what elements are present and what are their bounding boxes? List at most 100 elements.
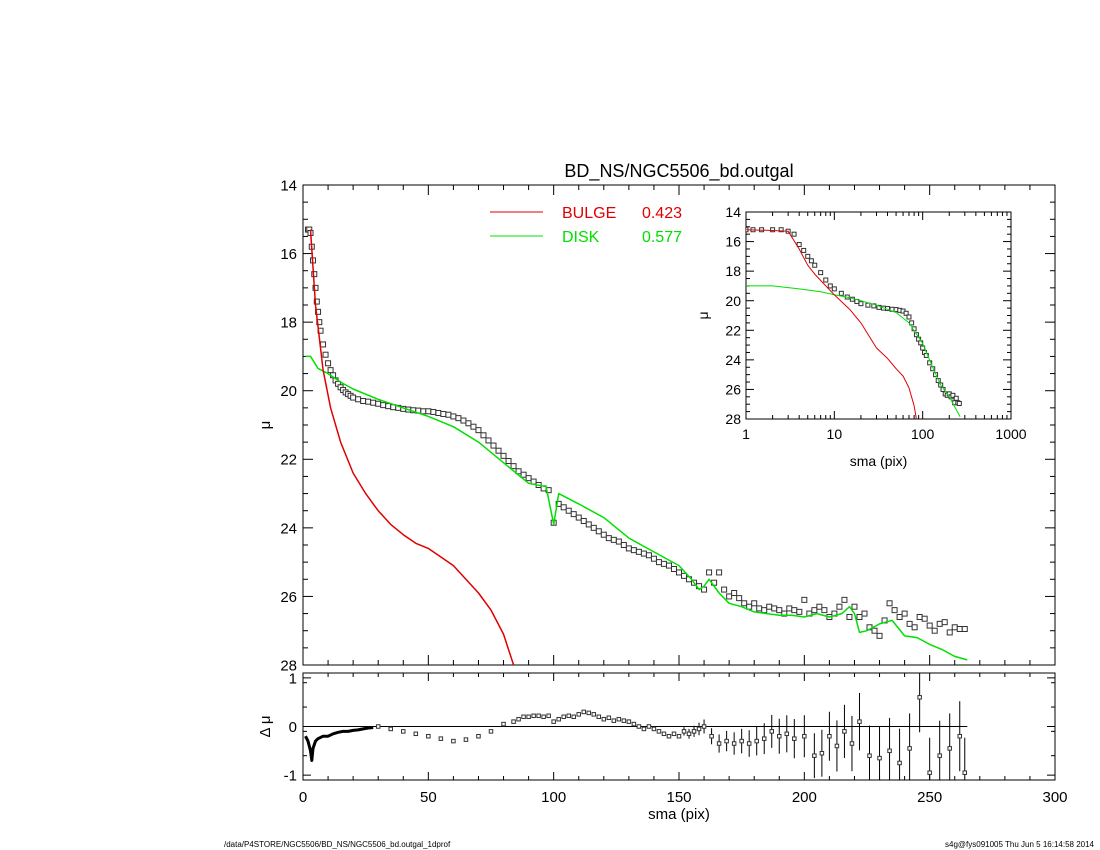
residual-xtick-label: 150 — [666, 789, 691, 806]
residual-marker — [784, 731, 790, 737]
main-data-marker — [525, 475, 532, 482]
inset-data-marker — [827, 283, 833, 289]
main-data-group — [305, 226, 968, 639]
main-data-marker — [585, 521, 592, 528]
main-data-marker — [665, 562, 672, 569]
main-ytick-label: 26 — [280, 589, 297, 606]
main-data-marker — [560, 504, 567, 511]
residual-marker — [601, 716, 607, 722]
main-data-marker — [430, 408, 437, 415]
main-data-marker — [851, 603, 858, 610]
inset-ytick-label: 18 — [725, 263, 741, 279]
main-bulge-line — [309, 229, 515, 665]
inset-background — [746, 212, 1011, 419]
main-title: BD_NS/NGC5506_bd.outgal — [564, 161, 793, 182]
inset-xtick-label: 1 — [742, 426, 750, 442]
main-data-marker — [375, 400, 382, 407]
residual-marker — [646, 724, 652, 729]
residual-marker — [691, 729, 697, 734]
main-data-marker — [370, 399, 377, 406]
main-data-marker — [861, 610, 868, 617]
main-data-marker — [931, 627, 938, 634]
residual-marker — [907, 746, 912, 751]
residual-marker — [709, 733, 714, 739]
inset-data-marker — [903, 310, 909, 316]
residual-marker — [488, 729, 494, 734]
main-data-marker — [455, 415, 462, 422]
main-data-marker — [315, 308, 322, 315]
residual-marker — [375, 724, 381, 729]
residual-marker — [641, 726, 647, 732]
main-data-marker — [460, 417, 467, 424]
residual-marker — [834, 743, 840, 749]
inset-data-marker — [858, 301, 864, 307]
main-data-marker — [500, 452, 507, 459]
main-axes: 14 16 18 20 22 24 26 28 — [280, 177, 1056, 674]
main-data-marker — [475, 427, 482, 434]
residual-xtick-label: 300 — [1042, 789, 1067, 806]
main-data-marker — [605, 535, 612, 542]
residual-xtick-label: 200 — [792, 789, 817, 806]
inset-xtick-label: 100 — [911, 426, 935, 442]
footer-file-path: /data/P4STORE/NGC5506/BD_NS/NGC5506_bd.o… — [224, 840, 451, 849]
main-data-marker — [510, 463, 517, 470]
residual-marker — [724, 738, 729, 744]
residual-marker — [586, 710, 592, 716]
residual-marker — [426, 733, 431, 739]
main-data-marker — [776, 607, 783, 614]
main-data-marker — [650, 555, 657, 562]
residual-marker — [616, 716, 622, 722]
main-data-marker — [600, 531, 607, 538]
main-y-label: μ — [257, 421, 274, 430]
main-ytick-label: 18 — [280, 315, 297, 332]
main-data-marker — [916, 614, 923, 620]
main-data-marker — [312, 284, 319, 291]
inset-data-marker — [906, 314, 912, 320]
main-data-marker — [505, 458, 512, 464]
main-data-marker — [841, 596, 848, 603]
inset-data-marker — [801, 247, 807, 253]
main-data-marker — [676, 569, 682, 576]
residual-marker — [769, 729, 774, 734]
main-ytick-label: 28 — [280, 657, 297, 674]
main-data-marker — [360, 398, 367, 404]
main-data-marker — [766, 603, 773, 610]
inset-ytick-label: 20 — [725, 293, 741, 309]
main-data-marker — [796, 608, 803, 615]
residual-marker — [754, 738, 759, 744]
residual-marker — [571, 714, 576, 720]
main-data-marker — [836, 603, 843, 610]
main-data-marker — [871, 627, 878, 634]
residual-marker — [827, 733, 832, 739]
main-data-marker — [951, 624, 958, 631]
main-data-marker — [580, 518, 587, 524]
legend-label-disk: DISK — [562, 229, 600, 246]
residual-marker — [686, 731, 692, 737]
main-data-marker — [385, 403, 392, 410]
inset-xtick-label: 10 — [827, 426, 843, 442]
main-data-marker — [906, 620, 913, 627]
residual-marker — [401, 729, 406, 734]
residual-marker — [541, 714, 546, 720]
inset-data-marker — [871, 303, 877, 309]
main-data-marker — [485, 437, 492, 444]
residual-marker — [636, 724, 642, 729]
inset-data-marker — [865, 302, 871, 308]
main-data-marker — [936, 620, 943, 627]
main-data-marker — [771, 605, 778, 612]
main-ytick-label: 16 — [280, 246, 297, 263]
residual-marker — [666, 733, 672, 739]
main-data-marker — [856, 614, 863, 620]
main-data-marker — [610, 536, 617, 543]
main-data-marker — [901, 610, 908, 617]
residual-marker — [887, 748, 892, 754]
residual-marker — [877, 755, 882, 761]
residual-ytick-label: 0 — [289, 719, 297, 736]
residual-marker — [671, 731, 677, 737]
main-data-marker — [575, 514, 582, 521]
residual-marker — [536, 713, 541, 719]
residual-xtick-label: 50 — [420, 789, 437, 806]
main-ytick-label: 20 — [280, 383, 297, 400]
main-data-marker — [325, 360, 332, 367]
